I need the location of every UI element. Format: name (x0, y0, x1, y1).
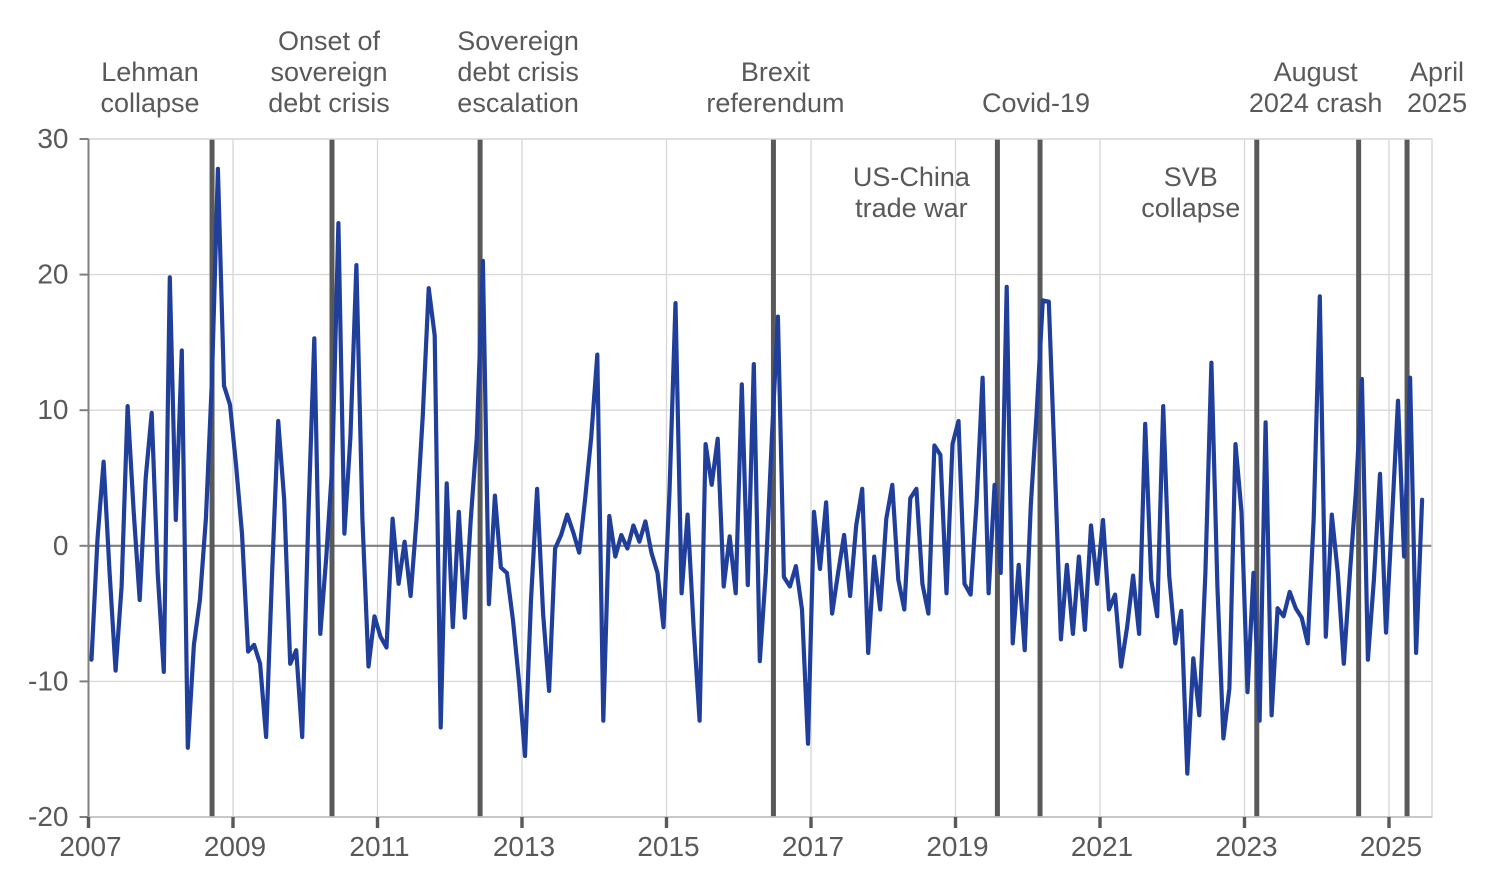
y-tick-label--10: -10 (28, 665, 68, 696)
event-label-brexit-referendum-line2: referendum (706, 88, 844, 118)
event-label-sovereign-debt-crisis-escalation-line3: escalation (457, 88, 579, 118)
event-label-sovereign-debt-crisis-escalation-line1: Sovereign (457, 26, 579, 56)
event-label-sovereign-debt-crisis-onset-line1: Onset of (278, 26, 381, 56)
x-tick-label-2023: 2023 (1215, 831, 1277, 862)
x-tick-label-2017: 2017 (782, 831, 844, 862)
x-tick-label-2009: 2009 (204, 831, 266, 862)
event-label-us-china-trade-war-line2: trade war (855, 193, 968, 223)
x-tick-label-2025: 2025 (1360, 831, 1422, 862)
y-tick-label-30: 30 (37, 123, 68, 154)
plot-border (87, 138, 1433, 818)
event-label-sovereign-debt-crisis-escalation-line2: debt crisis (457, 57, 579, 87)
event-label-svb-collapse-line2: collapse (1141, 193, 1240, 223)
event-label-svb-collapse-line1: SVB (1164, 162, 1218, 192)
y-tick-label-0: 0 (53, 530, 69, 561)
event-label-lehman-collapse-line1: Lehman (101, 57, 199, 87)
x-tick-label-2007: 2007 (59, 831, 121, 862)
event-label-april-2025-line2: 2025 (1407, 88, 1467, 118)
event-label-brexit-referendum-line1: Brexit (741, 57, 811, 87)
event-label-sovereign-debt-crisis-onset-line2: sovereign (270, 57, 387, 87)
y-tick-label-20: 20 (37, 259, 68, 290)
x-tick-label-2021: 2021 (1071, 831, 1133, 862)
event-label-sovereign-debt-crisis-onset-line3: debt crisis (268, 88, 390, 118)
event-label-april-2025-line1: April (1410, 57, 1464, 87)
event-label-august-2024-crash-line1: August (1274, 57, 1359, 87)
x-tick-label-2015: 2015 (637, 831, 699, 862)
y-tick-label--20: -20 (28, 801, 68, 832)
event-label-lehman-collapse-line2: collapse (101, 88, 200, 118)
x-tick-label-2011: 2011 (349, 831, 409, 862)
data-line-monthly-series (89, 166, 1425, 776)
y-tick-label-10: 10 (37, 394, 68, 425)
x-tick-label-2019: 2019 (926, 831, 988, 862)
event-label-covid-19-line1: Covid-19 (982, 88, 1090, 118)
event-label-us-china-trade-war-line1: US-China (853, 162, 971, 192)
event-label-august-2024-crash-line2: 2024 crash (1249, 88, 1383, 118)
x-tick-label-2013: 2013 (493, 831, 555, 862)
